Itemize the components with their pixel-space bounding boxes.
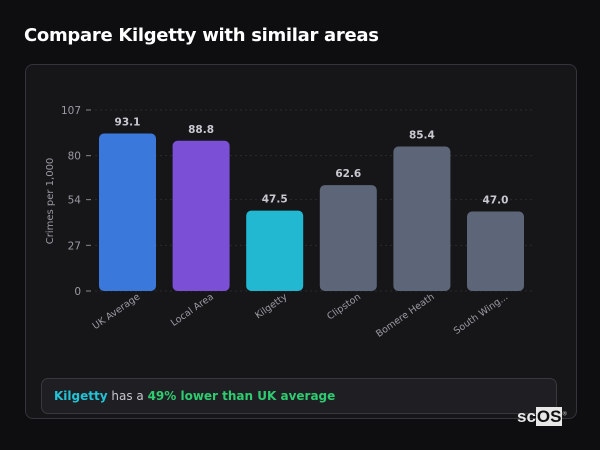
bar [246,210,304,291]
summary-text: has a [107,389,148,403]
x-tick-label: Local Area [169,291,216,328]
x-tick-label: Kilgetty [253,291,289,321]
x-tick-label: UK Average [91,291,143,332]
summary-comparison: 49% lower than UK average [147,389,336,403]
y-axis-label: Crimes per 1,000 [45,158,56,245]
data-label: 62.6 [335,168,361,180]
bar [393,146,451,291]
bar [172,140,230,291]
y-tick-label: 27 [68,240,81,252]
y-tick-label: 80 [68,151,81,163]
summary-area: Kilgetty [54,389,108,403]
page-title: Compare Kilgetty with similar areas [24,25,379,46]
x-tick-label: Clipston [325,291,363,322]
data-label: 47.0 [483,194,509,206]
x-tick-label: South Wing... [452,291,510,336]
bar [467,211,524,291]
y-tick-label: 107 [61,105,81,117]
data-label: 88.8 [188,124,214,136]
bar [99,133,156,291]
x-tick-label: Bomere Heath [374,291,436,339]
y-tick-label: 0 [74,286,81,298]
data-label: 85.4 [409,130,435,142]
data-label: 93.1 [115,117,141,129]
scos-logo: scOS® [517,407,567,426]
summary-box: Kilgetty has a 49% lower than UK average [41,378,557,414]
y-tick-label: 54 [68,195,82,207]
bar [319,185,377,291]
data-label: 47.5 [262,194,288,206]
